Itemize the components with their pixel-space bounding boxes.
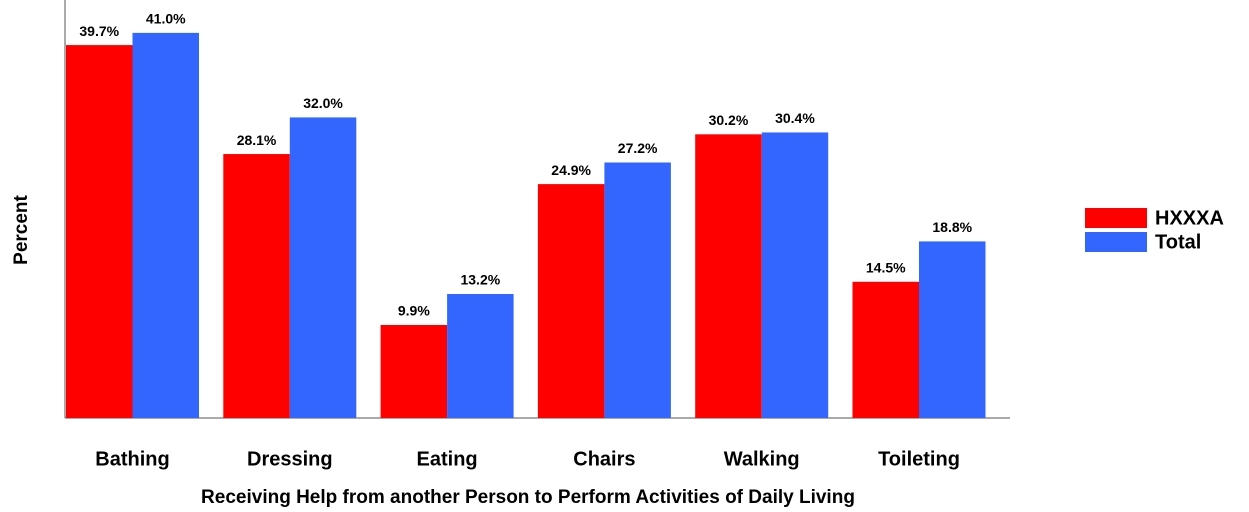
bar [132,32,199,418]
y-axis-label: Percent [11,194,32,264]
legend-label: Total [1155,231,1201,253]
bar [695,134,762,418]
data-label: 30.2% [709,112,749,128]
x-axis-label: Receiving Help from another Person to Pe… [201,487,855,508]
bar [223,154,290,418]
x-tick-label: Chairs [573,448,635,470]
data-label: 18.8% [932,219,972,235]
data-label: 41.0% [146,11,186,27]
x-tick-label: Toileting [878,448,960,470]
bar [604,162,671,418]
data-label: 9.9% [398,303,430,319]
data-label: 30.4% [775,110,815,126]
bar [852,281,919,418]
x-tick-label: Dressing [247,448,333,470]
x-tick-label: Bathing [95,448,169,470]
bar [537,184,605,418]
bar [761,132,829,418]
data-label: 27.2% [618,140,658,156]
bar [919,241,986,418]
x-tick-label: Eating [417,448,478,470]
bar [66,45,133,418]
legend-label: HXXXA [1155,207,1224,229]
bar [380,325,448,418]
bar [289,117,357,418]
data-label: 13.2% [460,272,500,288]
data-label: 24.9% [551,162,591,178]
bar [447,294,514,418]
data-label: 39.7% [79,23,119,39]
data-label: 32.0% [303,95,343,111]
legend-swatch [1085,208,1147,228]
legend-swatch [1085,232,1147,252]
data-label: 14.5% [866,260,906,276]
data-label: 28.1% [237,132,277,148]
x-tick-label: Walking [724,448,800,470]
